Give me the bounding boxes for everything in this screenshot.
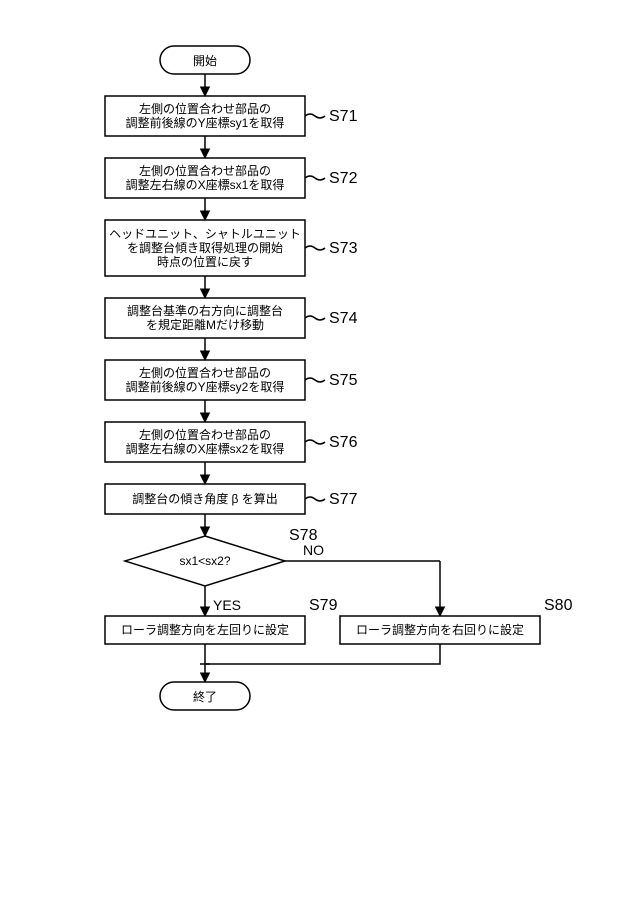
node-s72-line1: 調整左右線のX座標sx1を取得 <box>126 177 285 192</box>
step-s73: S73 <box>329 240 358 257</box>
step-s72: S72 <box>329 170 358 187</box>
node-s71-line1: 調整前後線のY座標sy1を取得 <box>126 115 285 130</box>
node-s76-line1: 調整左右線のX座標sx2を取得 <box>126 441 285 456</box>
step-s74: S74 <box>329 310 358 327</box>
node-s74-line1: を規定距離Mだけ移動 <box>146 317 264 332</box>
label-no: NO <box>303 542 324 558</box>
terminal-end-label: 終了 <box>193 689 217 704</box>
node-s73-line1: を調整台傾き取得処理の開始 <box>127 240 283 255</box>
step-s77-tie <box>305 497 325 501</box>
label-yes: YES <box>213 597 241 613</box>
node-s74-line0: 調整台基準の右方向に調整台 <box>127 303 283 318</box>
step-s76-tie <box>305 440 325 444</box>
step-s73-tie <box>305 246 325 250</box>
step-s71-tie <box>305 114 325 118</box>
node-s77-line0: 調整台の傾き角度 β を算出 <box>132 491 278 506</box>
node-s75-line1: 調整前後線のY座標sy2を取得 <box>126 379 285 394</box>
node-s73-line0: ヘッドユニット、シャトルユニット <box>109 227 301 241</box>
node-s80-line0: ローラ調整方向を右回りに設定 <box>356 622 524 637</box>
edge-s80-merge <box>205 644 440 664</box>
step-s80: S80 <box>544 597 573 614</box>
node-s75-line0: 左側の位置合わせ部品の <box>139 365 271 380</box>
step-s72-tie <box>305 176 325 180</box>
step-s75-tie <box>305 378 325 382</box>
node-s71-line0: 左側の位置合わせ部品の <box>139 101 271 116</box>
node-s72-line0: 左側の位置合わせ部品の <box>139 163 271 178</box>
step-s79: S79 <box>309 597 338 614</box>
node-s76-line0: 左側の位置合わせ部品の <box>139 427 271 442</box>
node-s73-line2: 時点の位置に戻す <box>157 254 253 269</box>
step-s74-tie <box>305 316 325 320</box>
step-s75: S75 <box>329 372 358 389</box>
terminal-start-label: 開始 <box>193 54 217 68</box>
node-s78-label: sx1<sx2? <box>179 554 230 568</box>
step-s77: S77 <box>329 491 358 508</box>
node-s79-line0: ローラ調整方向を左回りに設定 <box>121 622 289 637</box>
step-s71: S71 <box>329 108 358 125</box>
step-s76: S76 <box>329 434 358 451</box>
